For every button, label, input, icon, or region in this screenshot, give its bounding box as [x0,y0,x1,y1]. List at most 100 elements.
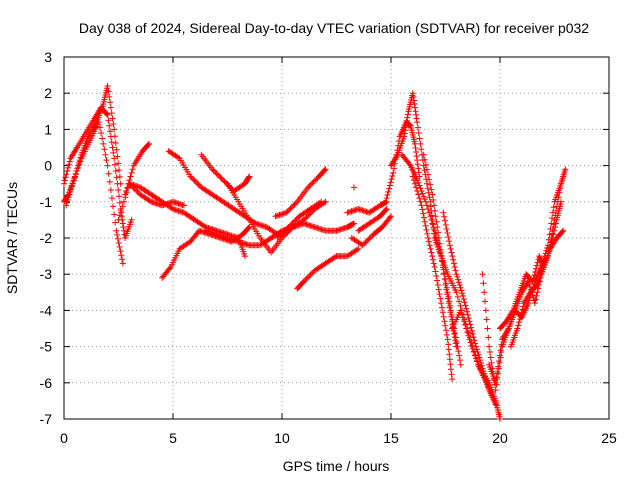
data-point [458,287,465,294]
data-point [465,332,472,339]
data-point [289,220,296,227]
y-tick-label: -2 [40,230,53,246]
data-point [424,185,431,192]
data-point [284,208,291,215]
data-point [423,226,430,233]
data-point [442,221,449,228]
data-point [416,135,423,142]
data-point [292,200,299,207]
data-point [111,133,118,140]
data-point [414,187,421,194]
data-point [116,173,123,180]
data-point [113,146,120,153]
data-point [246,173,253,180]
data-point [68,183,75,190]
data-point [447,361,454,368]
data-point [487,354,494,361]
plot-frame [63,56,610,420]
data-point [533,262,540,269]
data-point [444,291,451,298]
data-point [425,235,432,241]
y-tick-label: -4 [40,302,53,318]
data-point [419,206,426,213]
data-point [413,115,420,122]
data-point [120,198,127,205]
data-point [146,197,153,204]
data-point [459,314,466,321]
data-point [445,300,452,307]
data-point [302,215,309,222]
data-point [145,141,152,148]
data-point [493,374,500,381]
data-point [446,351,453,358]
data-point [100,140,107,147]
data-point [443,327,450,334]
data-point [459,292,466,299]
data-point [418,146,425,153]
data-point [550,231,557,238]
data-point [108,195,115,202]
data-point [428,186,435,193]
data-point [457,361,464,368]
data-point [274,235,281,241]
data-point [430,260,437,267]
data-point [458,311,465,318]
data-point [115,160,122,167]
data-point [431,227,438,234]
data-point [366,235,373,242]
data-point [473,355,480,362]
y-tick-label: 0 [44,158,52,174]
data-point [552,220,559,227]
data-point [109,144,116,151]
data-point [421,196,428,203]
data-point [472,340,479,347]
data-point [504,326,511,333]
data-point [107,187,114,194]
data-point [201,223,208,230]
data-point [361,240,368,247]
data-point [194,180,201,187]
data-point [71,174,78,181]
data-point [106,93,113,100]
data-point [446,242,453,249]
data-point [388,213,394,220]
data-point [412,108,419,115]
data-point [471,337,478,344]
data-point [73,145,80,152]
data-point [549,209,556,216]
data-point [116,244,123,251]
data-point [66,158,73,165]
data-point [447,366,454,373]
data-point [64,168,71,175]
data-point [401,130,408,137]
data-point [416,195,423,202]
data-point [290,202,297,209]
data-point [442,282,449,289]
data-point [432,230,439,237]
data-point [520,303,527,310]
data-point [77,158,84,165]
data-point [117,248,124,255]
data-point [123,187,130,194]
data-point [116,212,123,219]
data-point [429,191,436,198]
data-point [119,203,126,210]
data-point [65,194,72,201]
data-point [70,177,77,184]
data-point [110,203,117,210]
data-point [96,124,103,131]
y-tick-labels: -7 -6 -5 -4 -3 -2 -1 0 1 2 3 [40,49,53,427]
data-point [386,214,393,221]
data-points [61,82,569,422]
data-point [427,213,434,220]
data-point [434,282,441,289]
data-point [463,325,470,332]
data-point [532,296,539,303]
data-point [288,204,295,211]
data-point [485,334,492,341]
data-point [404,111,411,118]
data-point [104,162,111,169]
x-tick-label: 15 [383,430,399,446]
data-point [107,104,114,111]
data-point [467,321,474,328]
